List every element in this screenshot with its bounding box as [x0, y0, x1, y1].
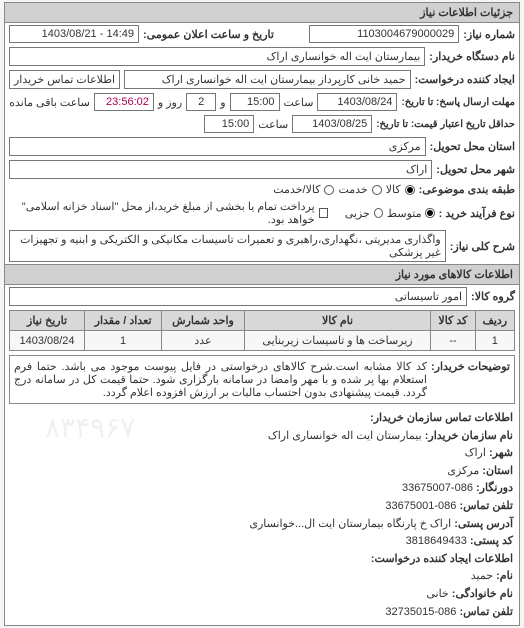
- payment-checkbox[interactable]: [319, 208, 328, 218]
- public-date-label: تاریخ و ساعت اعلان عمومی:: [143, 28, 274, 41]
- notes-label: توضیحات خریدار:: [431, 360, 510, 399]
- pt-medium-label: متوسط: [387, 207, 422, 220]
- requester-value: حمید خانی کارپرداز بیمارستان ایت اله خوا…: [124, 70, 411, 89]
- row-delivery-city: شهر محل تحویل: اراک: [5, 158, 519, 181]
- validity-hour: 15:00: [204, 115, 254, 133]
- cls-both-label: کالا/خدمت: [273, 183, 320, 196]
- cell-idx: 1: [475, 331, 514, 351]
- cls-kala-radio[interactable]: [405, 185, 415, 195]
- row-buyer: نام دستگاه خریدار: بیمارستان ایت اله خوا…: [5, 45, 519, 68]
- hour-label-1: ساعت: [284, 96, 314, 109]
- description-value: واگذاری مدیریتی ،نگهداری،راهبری و تعمیرا…: [9, 230, 446, 262]
- group-label: گروه کالا:: [471, 290, 515, 303]
- delivery-province-value: مرکزی: [9, 137, 426, 156]
- city-value: اراک: [465, 447, 486, 459]
- row-deadline: مهلت ارسال پاسخ: تا تاریخ: 1403/08/24 سا…: [5, 91, 519, 113]
- delivery-province-label: استان محل تحویل:: [430, 140, 515, 153]
- request-no-label: شماره نیاز:: [463, 28, 515, 41]
- deadline-hour: 15:00: [230, 93, 280, 111]
- classification-label: طبقه بندی موضوعی:: [419, 183, 515, 196]
- deadline-date: 1403/08/24: [317, 93, 397, 111]
- name-label: نام:: [496, 570, 513, 582]
- row-group: گروه کالا: امور تاسیساتی: [5, 285, 519, 308]
- province-value: مرکزی: [447, 465, 479, 477]
- tel-value: 086-32735015: [385, 606, 456, 618]
- cls-khedmat-radio[interactable]: [372, 185, 382, 195]
- fax-value: 086-33675007: [402, 482, 473, 494]
- buyer-contact-button[interactable]: اطلاعات تماس خریدار: [9, 70, 120, 89]
- row-classification: طبقه بندی موضوعی: کالا خدمت کالا/خدمت: [5, 181, 519, 198]
- deadline-label: مهلت ارسال پاسخ: تا تاریخ:: [401, 97, 515, 108]
- row-validity: حداقل تاریخ اعتبار قیمت: تا تاریخ: 1403/…: [5, 113, 519, 135]
- name-value: حمید: [471, 570, 493, 582]
- notes-text: کد کالا مشابه است.شرح کالاهای درخواستی د…: [14, 360, 427, 399]
- col-unit: واحد شمارش: [162, 311, 245, 331]
- row-requester: ایجاد کننده درخواست: حمید خانی کارپرداز …: [5, 68, 519, 91]
- col-ردیف: ردیف: [475, 311, 514, 331]
- col-name: نام کالا: [244, 311, 430, 331]
- table-row[interactable]: 1 -- زیرساخت ها و تاسیسات زیربنایی عدد 1…: [10, 331, 515, 351]
- days-remain: 2: [186, 93, 216, 111]
- cls-kala-label: کالا: [386, 183, 401, 196]
- col-date: تاریخ نیاز: [10, 311, 85, 331]
- col-qty: تعداد / مقدار: [85, 311, 162, 331]
- delivery-city-label: شهر محل تحویل:: [436, 163, 515, 176]
- tel-label: تلفن تماس:: [459, 606, 513, 618]
- requester-label: ایجاد کننده درخواست:: [415, 73, 515, 86]
- validity-date: 1403/08/25: [292, 115, 372, 133]
- cell-code: --: [431, 331, 475, 351]
- delivery-city-value: اراک: [9, 160, 432, 179]
- province-label: استان:: [482, 465, 513, 477]
- row-request-no: شماره نیاز: 1103004679000029 تاریخ و ساع…: [5, 23, 519, 45]
- buyer-notes: توضیحات خریدار: کد کالا مشابه است.شرح کا…: [9, 355, 515, 404]
- row-purchase-type: نوع فرآیند خرید : متوسط جزیی پرداخت تمام…: [5, 198, 519, 228]
- goods-table-wrap: ردیف کد کالا نام کالا واحد شمارش تعداد /…: [5, 308, 519, 353]
- time-remain-label: ساعت باقی مانده: [9, 96, 90, 109]
- postal-label: کد پستی:: [470, 535, 513, 547]
- buyer-value: بیمارستان ایت اله خوانساری اراک: [9, 47, 425, 66]
- pt-small-radio[interactable]: [374, 208, 383, 218]
- validity-label: حداقل تاریخ اعتبار قیمت: تا تاریخ:: [376, 119, 515, 130]
- org-value: بیمارستان ایت اله خوانساری اراک: [268, 430, 422, 442]
- city-label: شهر:: [489, 447, 513, 459]
- col-code: کد کالا: [431, 311, 475, 331]
- time-remain: 23:56:02: [94, 93, 154, 111]
- pt-small-label: جزیی: [345, 207, 370, 220]
- creator-title: اطلاعات ایجاد کننده درخواست:: [371, 553, 513, 565]
- main-panel: جزئیات اطلاعات نیاز شماره نیاز: 11030046…: [4, 2, 520, 626]
- address-value: اراک خ پارنگاه بیمارستان ایت ال...خوانسا…: [249, 518, 451, 530]
- cell-date: 1403/08/24: [10, 331, 85, 351]
- fam-label: نام خانوادگی:: [452, 588, 513, 600]
- org-label: نام سازمان خریدار:: [425, 430, 513, 442]
- hour-label-2: ساعت: [258, 118, 288, 131]
- cell-unit: عدد: [162, 331, 245, 351]
- address-label: آدرس پستی:: [454, 518, 513, 530]
- goods-section-title: اطلاعات کالاهای مورد نیاز: [5, 264, 519, 285]
- cell-name: زیرساخت ها و تاسیسات زیربنایی: [244, 331, 430, 351]
- row-description: شرح کلی نیاز: واگذاری مدیریتی ،نگهداری،ر…: [5, 228, 519, 264]
- goods-table: ردیف کد کالا نام کالا واحد شمارش تعداد /…: [9, 310, 515, 351]
- and-label: و: [220, 96, 225, 109]
- row-delivery: استان محل تحویل: مرکزی: [5, 135, 519, 158]
- cls-both-radio[interactable]: [324, 185, 334, 195]
- fam-value: خانی: [426, 588, 448, 600]
- group-value: امور تاسیساتی: [9, 287, 467, 306]
- description-label: شرح کلی نیاز:: [450, 240, 515, 253]
- contacts-section: اطلاعات تماس سازمان خریدار: نام سازمان خ…: [5, 406, 519, 625]
- postal-value: 3818649433: [406, 535, 467, 547]
- contacts-title: اطلاعات تماس سازمان خریدار:: [370, 412, 513, 424]
- payment-note: پرداخت تمام یا بخشی از مبلغ خرید،از محل …: [9, 200, 315, 226]
- request-no-value: 1103004679000029: [309, 25, 459, 43]
- fax-label: دورنگار:: [476, 482, 513, 494]
- panel-title: جزئیات اطلاعات نیاز: [5, 3, 519, 23]
- phone-value: 086-33675001: [385, 500, 456, 512]
- phone-label: تلفن تماس:: [459, 500, 513, 512]
- cls-khedmat-label: خدمت: [338, 183, 367, 196]
- buyer-label: نام دستگاه خریدار:: [429, 50, 515, 63]
- cell-qty: 1: [85, 331, 162, 351]
- days-remain-label: روز و: [158, 96, 182, 109]
- pt-medium-radio[interactable]: [425, 208, 434, 218]
- purchase-type-label: نوع فرآیند خرید :: [439, 207, 515, 220]
- public-date-value: 14:49 - 1403/08/21: [9, 25, 139, 43]
